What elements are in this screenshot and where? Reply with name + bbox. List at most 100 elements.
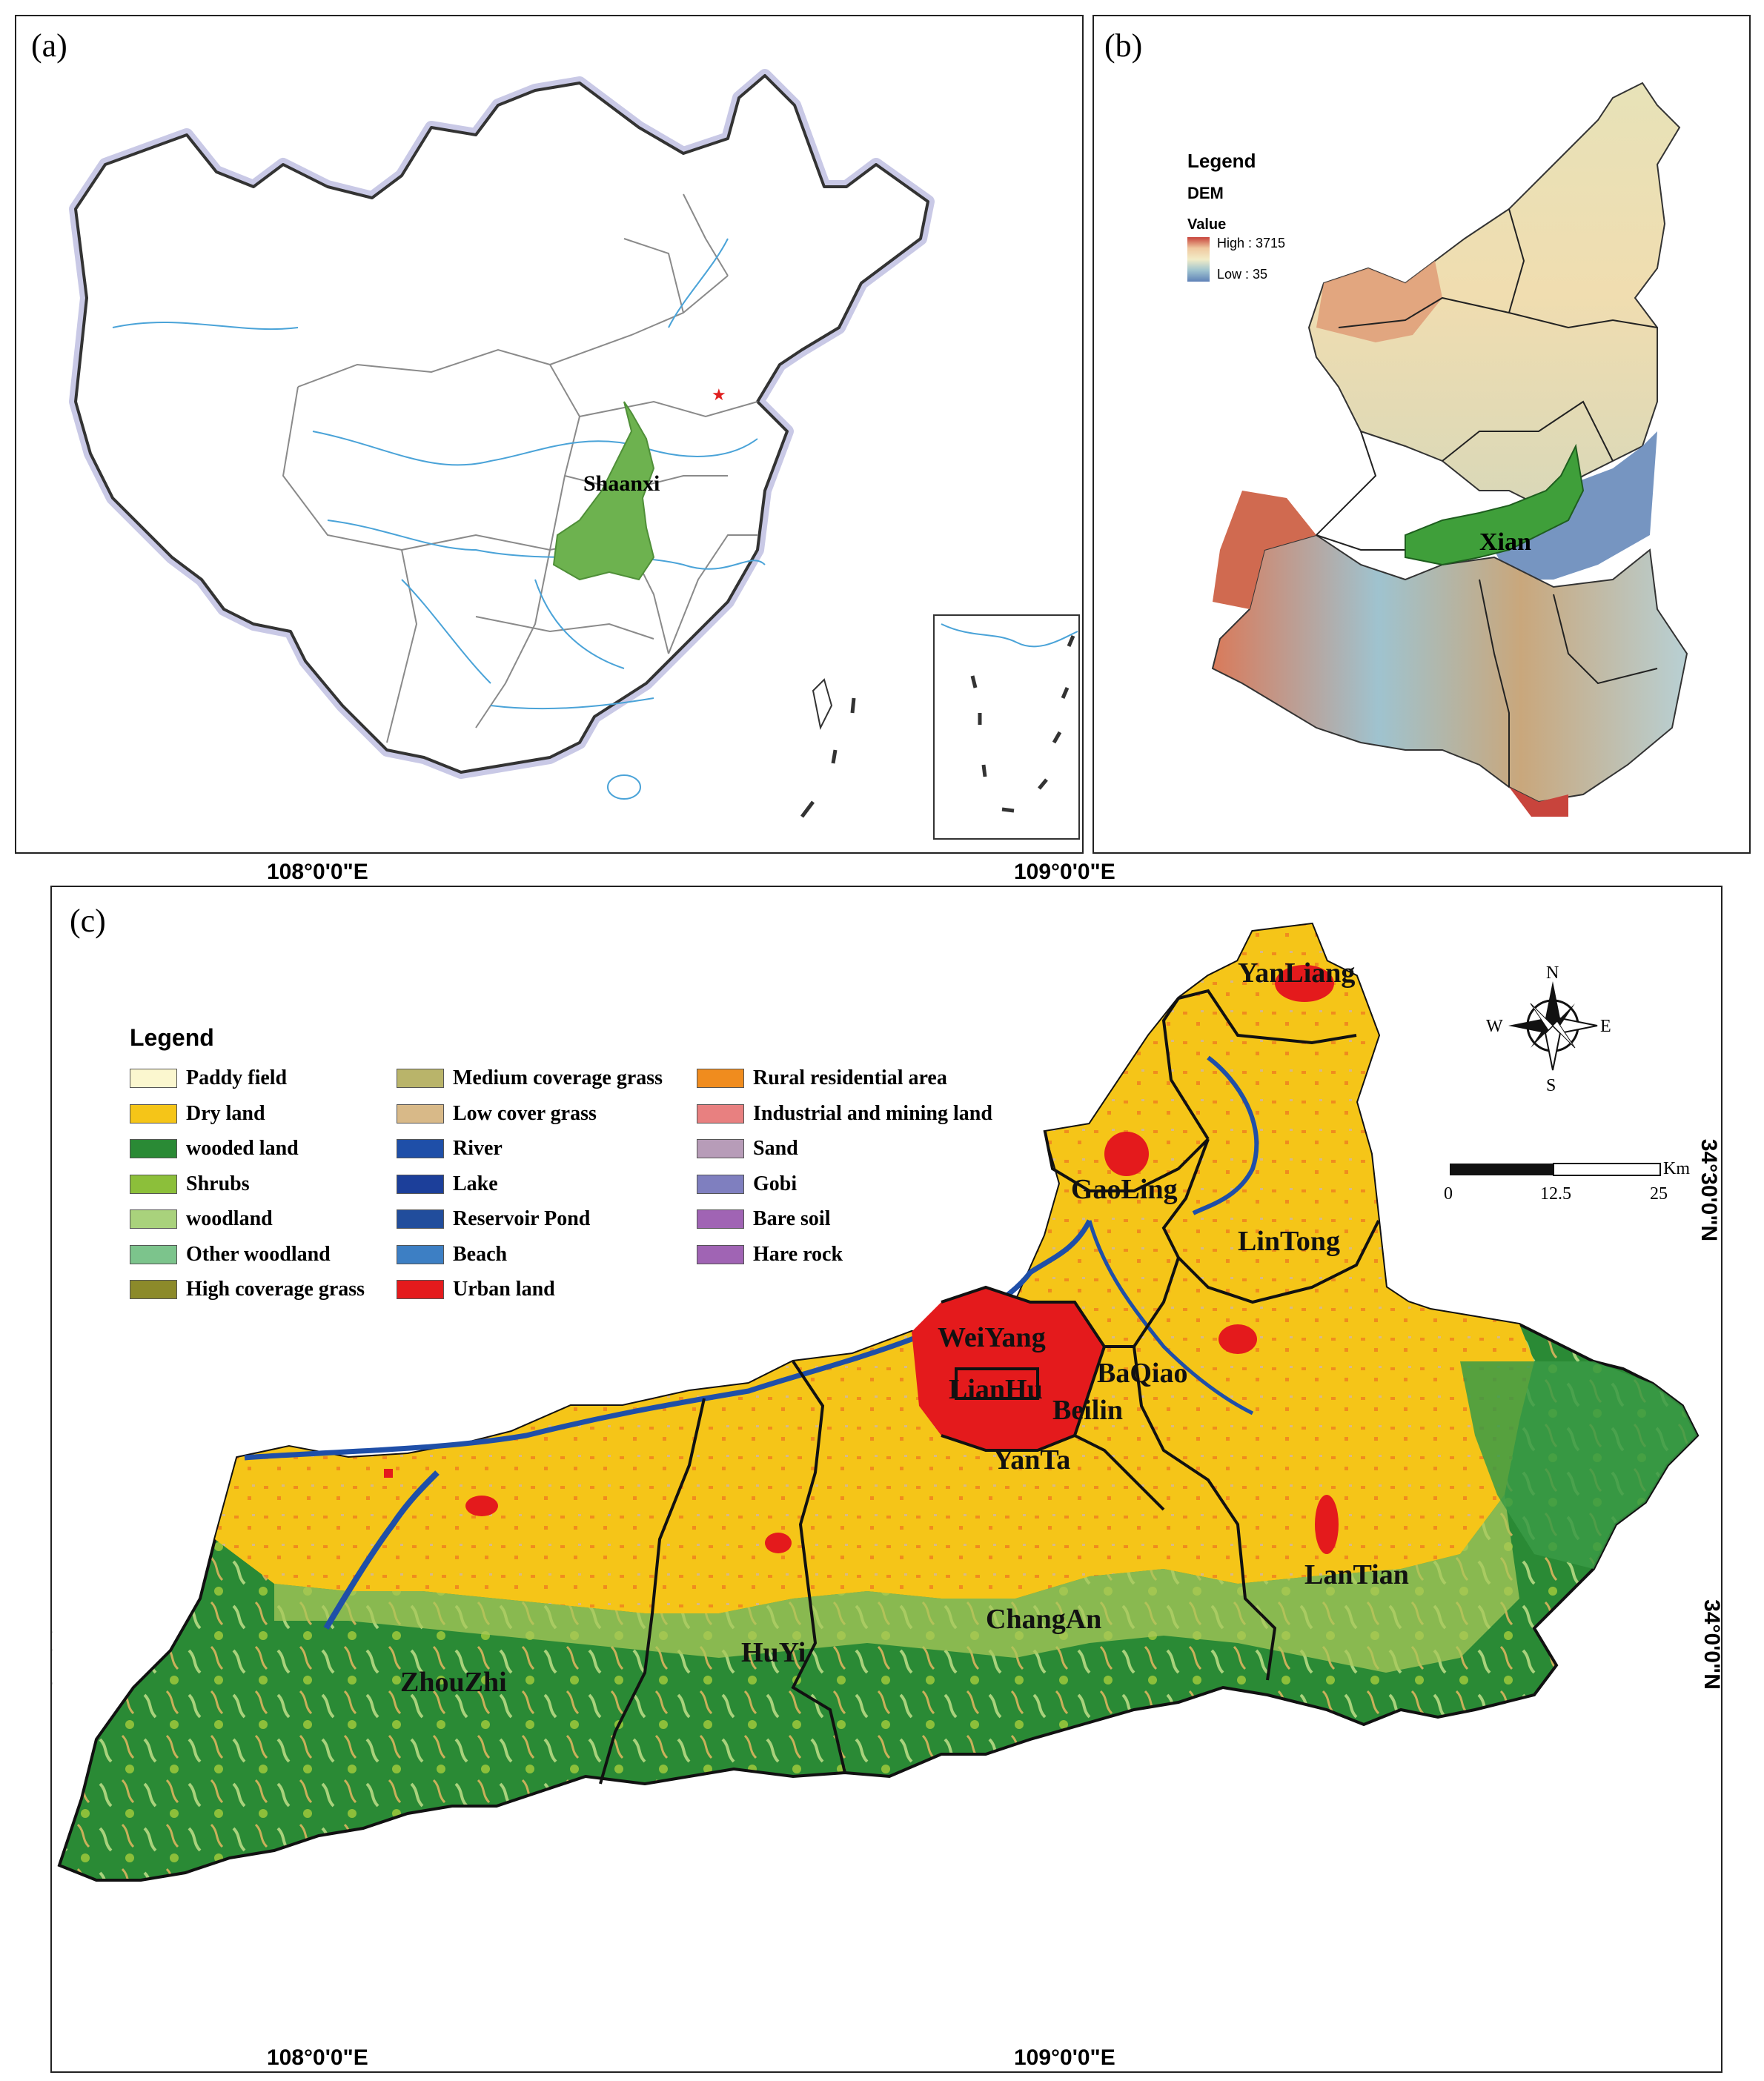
hainan-island [607,774,641,800]
legend-swatch [397,1139,444,1158]
dem-legend-title: Legend [1187,150,1256,172]
scale-unit: Km [1663,1159,1690,1178]
legend-swatch [397,1174,444,1194]
coord-bottom-108: 108°0'0"E [267,2045,368,2070]
legend-swatch [130,1139,177,1158]
legend-label: Hare rock [753,1242,843,1266]
compass-n: N [1546,963,1559,983]
legend-item: Hare rock [697,1242,843,1266]
ba-river [1087,1220,1254,1415]
xian-district [1405,443,1585,566]
reservoir-west [323,1470,440,1630]
panel-a-china-map: (a) [15,15,1084,854]
legend-item: Gobi [697,1172,798,1195]
legend-item: woodland [130,1207,273,1230]
legend-item: Lake [397,1172,498,1195]
district-label-lianhu: LianHu [949,1374,1043,1405]
legend-label: Rural residential area [753,1066,947,1089]
legend-swatch [397,1069,444,1088]
legend-label: wooded land [186,1137,299,1160]
legend-label: Bare soil [753,1207,831,1230]
eastern-forest [1460,1361,1697,1569]
inset-dashes [970,635,1075,813]
legend-swatch [397,1103,444,1124]
compass-w: W [1486,1017,1503,1036]
legend-label: Dry land [186,1101,265,1125]
legend-swatch [697,1139,744,1158]
shaanxi-label: Shaanxi [583,471,660,496]
dem-high-label: High : 3715 [1217,236,1286,250]
legend-label: Shrubs [186,1172,250,1195]
dem-boundaries [1316,208,1658,787]
legend-item: Low cover grass [397,1101,597,1125]
panel-b-dem-map: (b) Legend DEM Value High : 3715 Low : 3… [1092,15,1751,854]
district-label-weiyang: WeiYang [938,1322,1046,1353]
legend-item: Other woodland [130,1243,331,1266]
panel-c-landuse-map: (c) [50,886,1722,2073]
legend-label: woodland [186,1207,273,1230]
legend-label: Sand [753,1137,798,1160]
legend-label: River [453,1137,503,1160]
legend-item: High coverage grass [130,1278,365,1301]
legend-item: Shrubs [130,1172,250,1195]
scale-bar: Km 0 12.5 25 [1444,1159,1690,1204]
compass-e: E [1600,1017,1611,1036]
shaanxi-dem-svg: Xian [1211,82,1688,817]
district-label-zhouzhi: ZhouZhi [400,1667,507,1698]
panel-c-label: (c) [70,903,106,939]
legend-label: Low cover grass [453,1101,597,1125]
legend-label: Medium coverage grass [453,1066,663,1089]
scale-tick-0: 0 [1444,1184,1453,1204]
dem-west-plateau [1316,261,1442,342]
dem-legend-layer: DEM [1187,184,1224,202]
coord-bottom-109: 109°0'0"E [1014,2045,1115,2070]
legend-swatch [130,1069,177,1088]
district-label-beilin: Beilin [1052,1395,1123,1426]
legend-swatch [397,1280,444,1299]
compass-s: S [1546,1076,1556,1095]
scale-tick-1: 12.5 [1540,1184,1571,1204]
legend-item: Medium coverage grass [397,1066,663,1089]
legend-swatch [397,1244,444,1264]
district-label-huyi: HuYi [741,1637,806,1668]
legend-label: Industrial and mining land [753,1101,992,1125]
inset-coast [941,623,1078,648]
legend-swatch [697,1244,744,1264]
dem-south-ridge [1509,787,1568,817]
coord-left-34-0: 34°0'0"N [50,1599,57,1690]
legend-item: Dry land [130,1101,265,1125]
district-label-gaoling: GaoLing [1071,1174,1178,1205]
legend-item: Beach [397,1243,507,1266]
scale-tick-2: 25 [1650,1184,1668,1204]
panel-b-label: (b) [1104,27,1143,64]
legend-swatch [697,1174,744,1194]
district-labels: YanLiang GaoLing LinTong WeiYang LianHu … [400,957,1409,1698]
urban-patches [384,965,1339,1554]
district-label-changan: ChangAn [986,1604,1101,1635]
transition-shrub-band [274,1495,1519,1673]
district-label-baqiao: BaQiao [1097,1358,1187,1389]
coord-right-34-0: 34°0'0"N [1699,1599,1722,1690]
district-boundaries [599,989,1380,1785]
china-outline [74,74,929,774]
legend-swatch [130,1103,177,1124]
legend-item: Industrial and mining land [697,1101,992,1125]
compass-rose-icon: N S E W [1486,963,1611,1095]
coord-right-34-30: 34°30'0"N [1697,1138,1722,1242]
legend-swatch [697,1103,744,1124]
legend-label: Gobi [753,1172,798,1195]
legend-swatch [130,1244,177,1264]
legend-item: Paddy field [130,1066,287,1089]
legend-item: wooded land [130,1137,299,1160]
dem-south-region [1211,534,1688,803]
south-sea-inset [933,614,1080,840]
dem-color-ramp [1187,237,1210,282]
capital-star-icon: ★ [712,385,726,404]
district-label-yanliang: YanLiang [1238,957,1355,989]
legend-item: Urban land [397,1278,555,1301]
plain-dryland [215,924,1534,1613]
coord-left-34-30: 34°30'0"N [50,1138,55,1242]
east-dashes [800,697,856,818]
xian-landuse-svg: YanLiang GaoLing LinTong WeiYang LianHu … [57,922,1700,1882]
legend-label: Reservoir Pond [453,1207,591,1230]
